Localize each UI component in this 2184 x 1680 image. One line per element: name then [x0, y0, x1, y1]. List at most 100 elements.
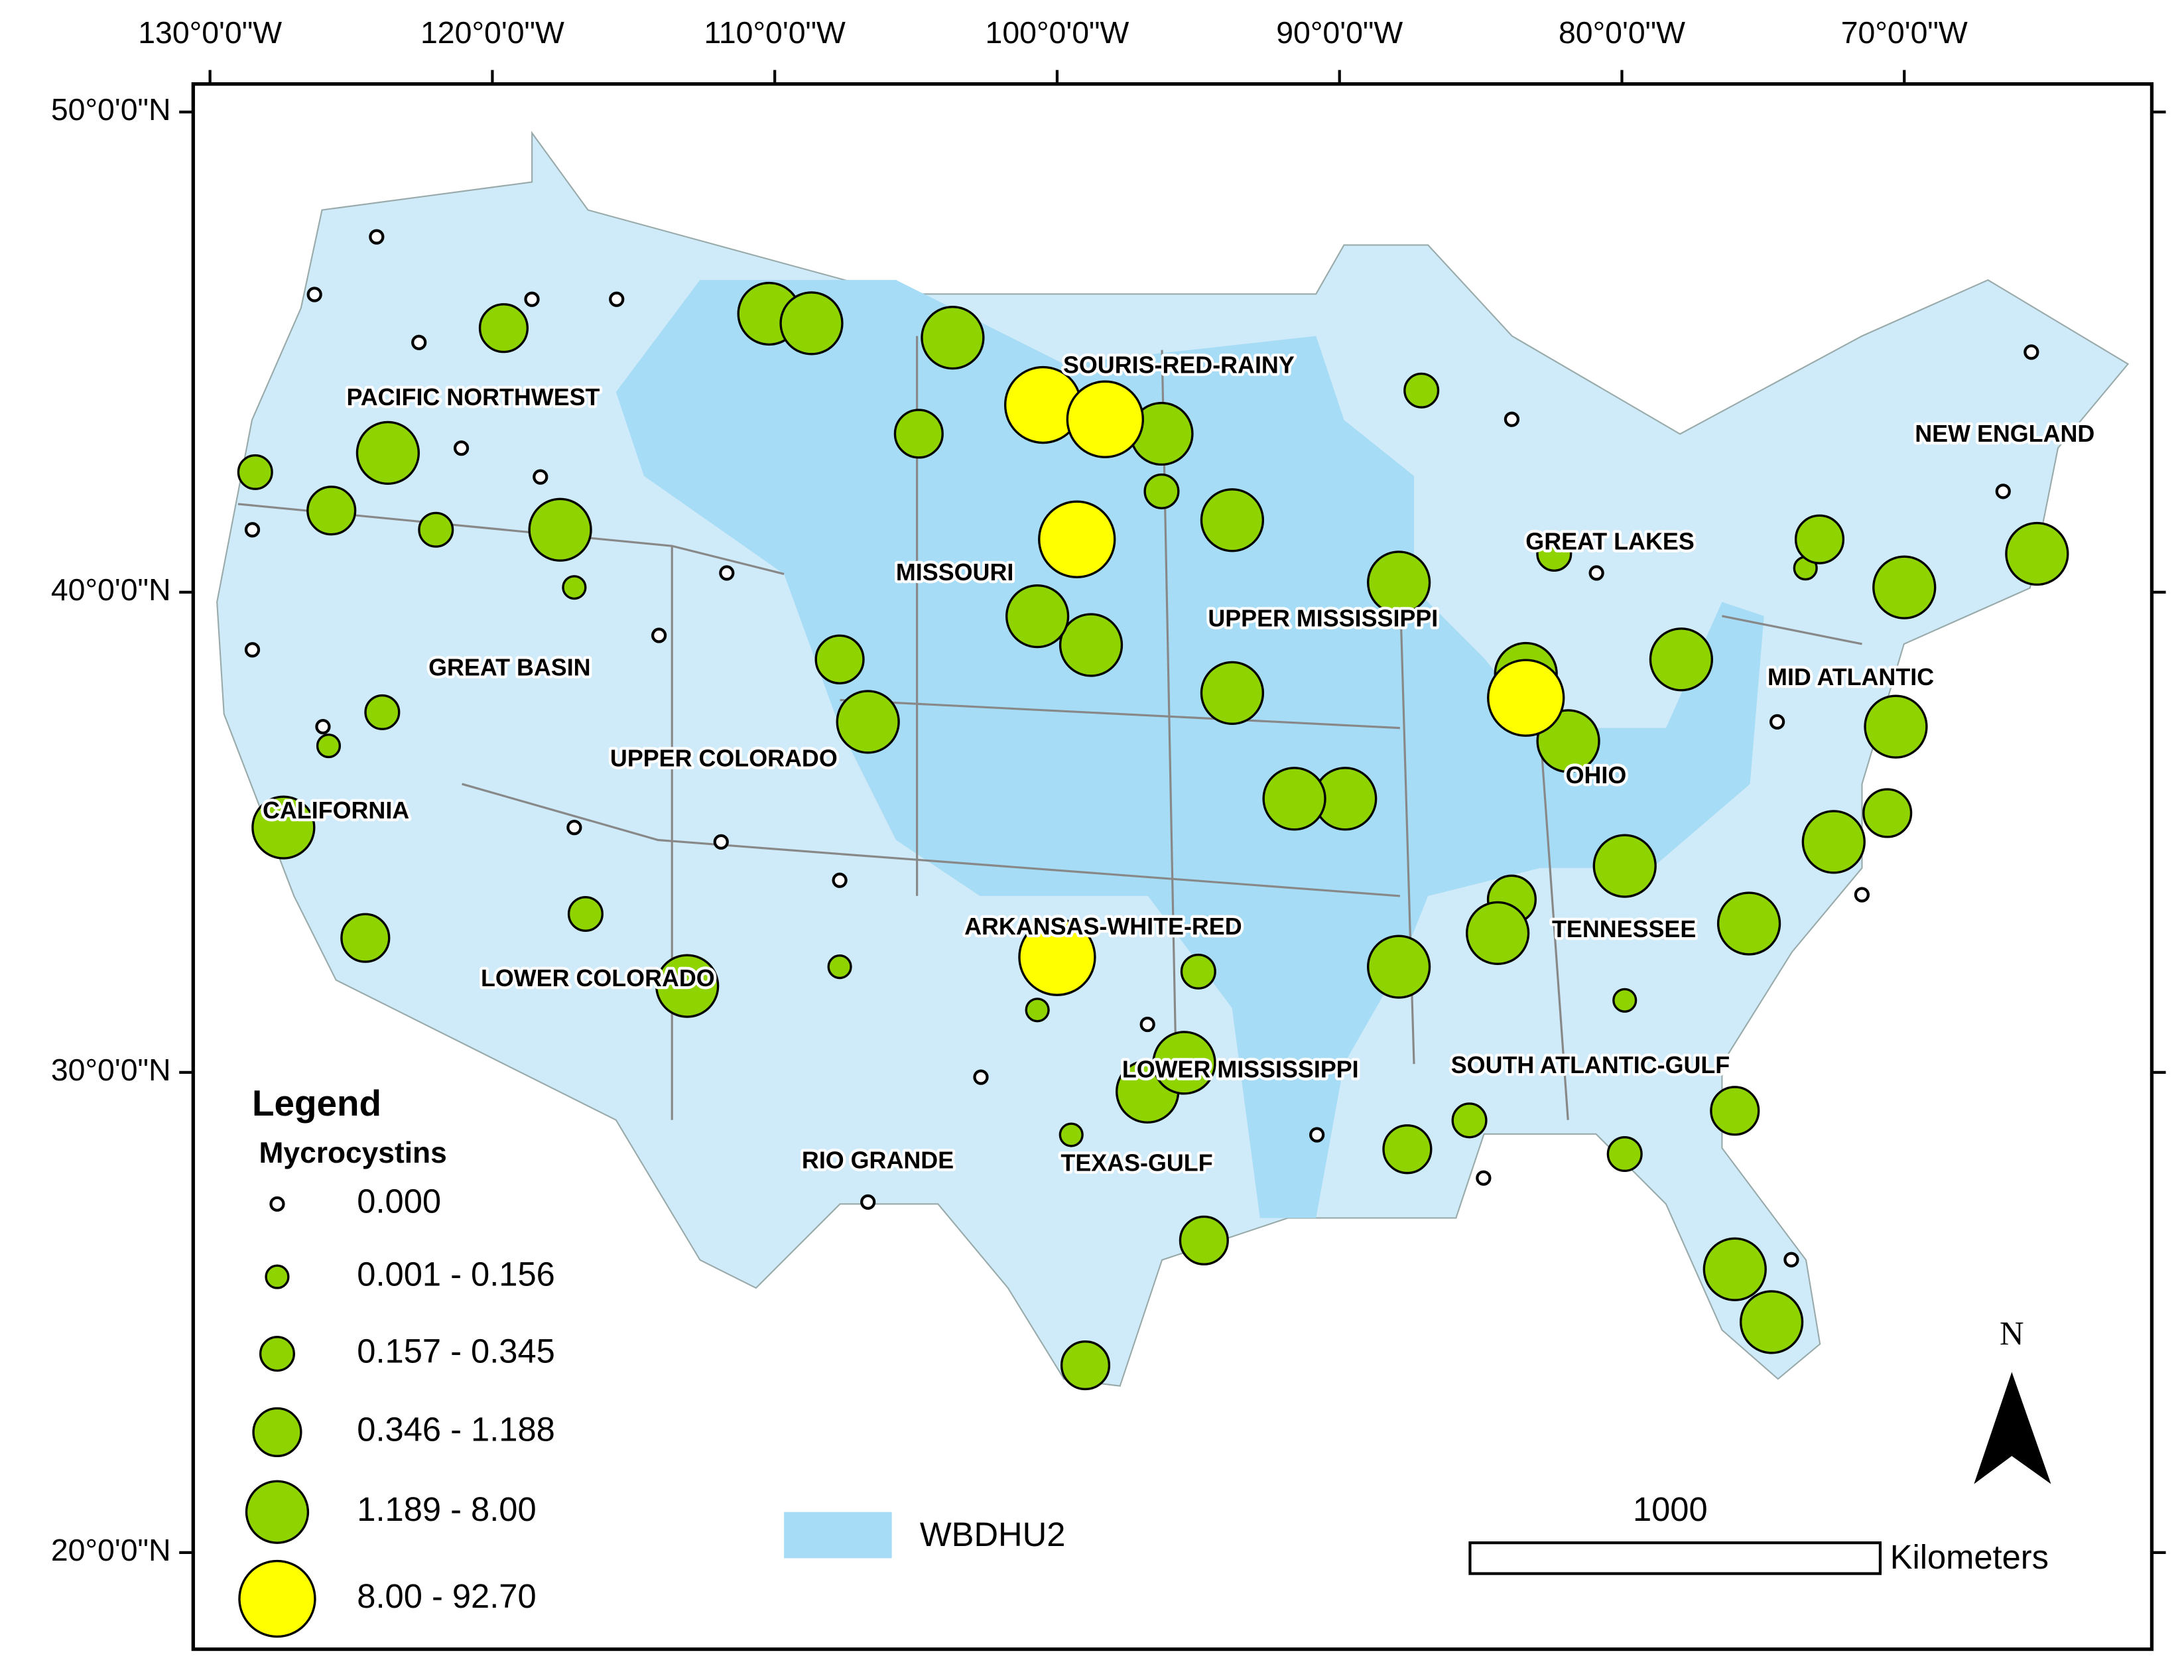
- site: [1262, 767, 1326, 831]
- legend-label: 0.157 - 0.345: [357, 1332, 555, 1370]
- site: [1179, 1215, 1229, 1265]
- site: [719, 565, 735, 581]
- site: [1606, 1135, 1643, 1172]
- lat-tick-label: 40°0'0"N: [51, 572, 171, 607]
- site: [244, 522, 261, 538]
- site: [1200, 661, 1265, 726]
- site: [921, 306, 985, 370]
- legend-symbol: [265, 1264, 290, 1289]
- site: [1152, 1031, 1216, 1095]
- legend-subtitle: Mycrocystins: [259, 1137, 447, 1169]
- site: [1005, 584, 1070, 649]
- lon-tick-label: 120°0'0"W: [420, 15, 564, 50]
- region-label: MISSOURI: [896, 559, 1013, 586]
- region-label: RIO GRANDE: [802, 1147, 954, 1173]
- region-label: SOUTH ATLANTIC-GULF: [1451, 1052, 1730, 1078]
- legend-label: 0.001 - 0.156: [357, 1255, 555, 1293]
- site: [1476, 1170, 1492, 1186]
- scale-distance: 1000: [1633, 1490, 1708, 1528]
- legend-symbol: [245, 1480, 310, 1544]
- sites: [237, 229, 2069, 1391]
- legend-symbol: [259, 1336, 295, 1372]
- site: [2005, 521, 2069, 586]
- site: [779, 291, 844, 355]
- site: [814, 634, 865, 684]
- site: [1059, 613, 1124, 677]
- site: [1487, 659, 1565, 737]
- site: [1504, 411, 1520, 427]
- site: [418, 511, 454, 548]
- site: [251, 795, 316, 860]
- site: [836, 690, 900, 754]
- region-label: ARKANSAS-WHITE-RED: [964, 913, 1242, 940]
- site: [355, 420, 420, 485]
- region-labels: PACIFIC NORTHWEST SOURIS-RED-RAINY NEW E…: [260, 349, 2098, 1179]
- north-arrow-shape: [1974, 1372, 2051, 1484]
- lon-tick-label: 90°0'0"W: [1276, 15, 1403, 50]
- site: [1794, 514, 1845, 564]
- site: [655, 954, 720, 1018]
- site: [827, 954, 852, 980]
- lat-tick-label: 20°0'0"N: [51, 1533, 171, 1567]
- site: [1038, 500, 1116, 578]
- legend-rows: 0.000 0.001 - 0.156 0.157 - 0.345 0.346 - 1…: [238, 1183, 555, 1638]
- site: [893, 409, 944, 459]
- region-label: UPPER MISSISSIPPI: [1208, 606, 1438, 632]
- site: [1309, 1127, 1325, 1143]
- site: [1872, 555, 1937, 619]
- graticule-labels: 130°0'0"W 120°0'0"W 110°0'0"W 100°0'0"W 90°0…: [51, 15, 2166, 1567]
- site: [478, 303, 529, 354]
- lon-tick-label: 130°0'0"W: [138, 15, 282, 50]
- site: [651, 627, 667, 643]
- site: [340, 913, 391, 963]
- site: [1612, 988, 1638, 1013]
- legend-symbol: [238, 1559, 316, 1638]
- site: [609, 291, 625, 307]
- legend-title: Legend: [252, 1082, 381, 1124]
- site: [973, 1069, 989, 1085]
- site: [1592, 834, 1657, 898]
- site: [713, 834, 729, 850]
- site: [1366, 550, 1431, 615]
- site: [562, 575, 587, 600]
- site: [1854, 887, 1870, 903]
- site: [524, 291, 540, 307]
- region-label: NEW ENGLAND: [1915, 420, 2094, 447]
- legend-label: 1.189 - 8.00: [357, 1490, 536, 1528]
- site: [1862, 788, 1913, 838]
- site: [1382, 1124, 1433, 1175]
- legend-symbol: [269, 1196, 285, 1212]
- north-label: N: [2000, 1315, 2024, 1352]
- site: [1769, 714, 1785, 730]
- site: [533, 469, 548, 485]
- site: [528, 497, 592, 562]
- scale-rect: [1468, 1541, 1882, 1575]
- map-frame: [191, 82, 2154, 1651]
- basins: [216, 131, 2130, 1387]
- site: [369, 229, 385, 245]
- lat-tick-label: 30°0'0"N: [51, 1053, 171, 1087]
- lat-tick-label: 50°0'0"N: [51, 92, 171, 127]
- site: [1200, 488, 1265, 552]
- lon-tick-label: 80°0'0"W: [1559, 15, 1685, 50]
- site: [411, 334, 427, 351]
- region-label: UPPER COLORADO: [610, 745, 838, 772]
- legend-symbol: [252, 1407, 302, 1457]
- site: [1710, 1086, 1760, 1136]
- basin-swatch: [784, 1512, 892, 1559]
- site: [566, 820, 582, 836]
- site: [1466, 901, 1530, 966]
- region-label: LOWER MISSISSIPPI: [1122, 1056, 1359, 1082]
- site: [364, 694, 401, 730]
- state-lines: [237, 336, 1862, 1120]
- region-label: SOURIS-RED-RAINY: [1063, 352, 1295, 379]
- site: [1702, 1237, 1767, 1301]
- site: [1588, 565, 1604, 581]
- site: [1066, 380, 1145, 458]
- site: [1801, 810, 1866, 874]
- scale-bar: 1000 Kilometers: [1468, 1490, 2049, 1576]
- lon-tick-label: 110°0'0"W: [704, 15, 846, 50]
- site: [1059, 1122, 1084, 1147]
- legend-label: 0.346 - 1.188: [357, 1411, 555, 1449]
